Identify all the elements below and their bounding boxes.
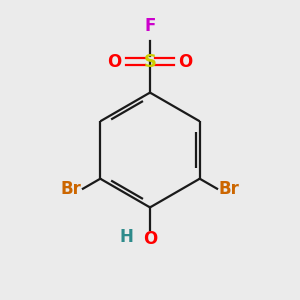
Text: O: O	[143, 230, 157, 248]
Text: H: H	[120, 228, 134, 246]
Text: O: O	[107, 53, 122, 71]
Text: O: O	[178, 53, 193, 71]
Text: F: F	[144, 17, 156, 35]
Text: Br: Br	[61, 180, 82, 198]
Text: S: S	[143, 53, 157, 71]
Text: Br: Br	[218, 180, 239, 198]
